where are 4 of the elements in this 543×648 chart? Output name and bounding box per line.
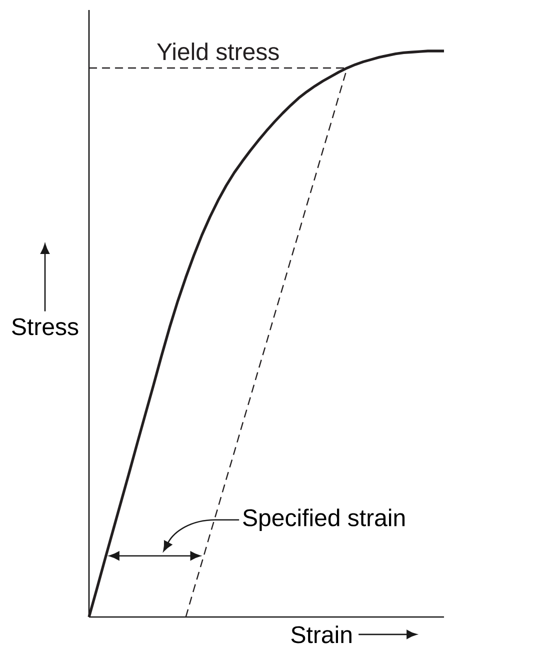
annotation: Specified strain xyxy=(243,508,405,532)
series-label: Yield stress xyxy=(157,42,279,60)
y-axis-title: Stress xyxy=(12,318,78,336)
x-axis-title: Strain xyxy=(291,626,352,644)
